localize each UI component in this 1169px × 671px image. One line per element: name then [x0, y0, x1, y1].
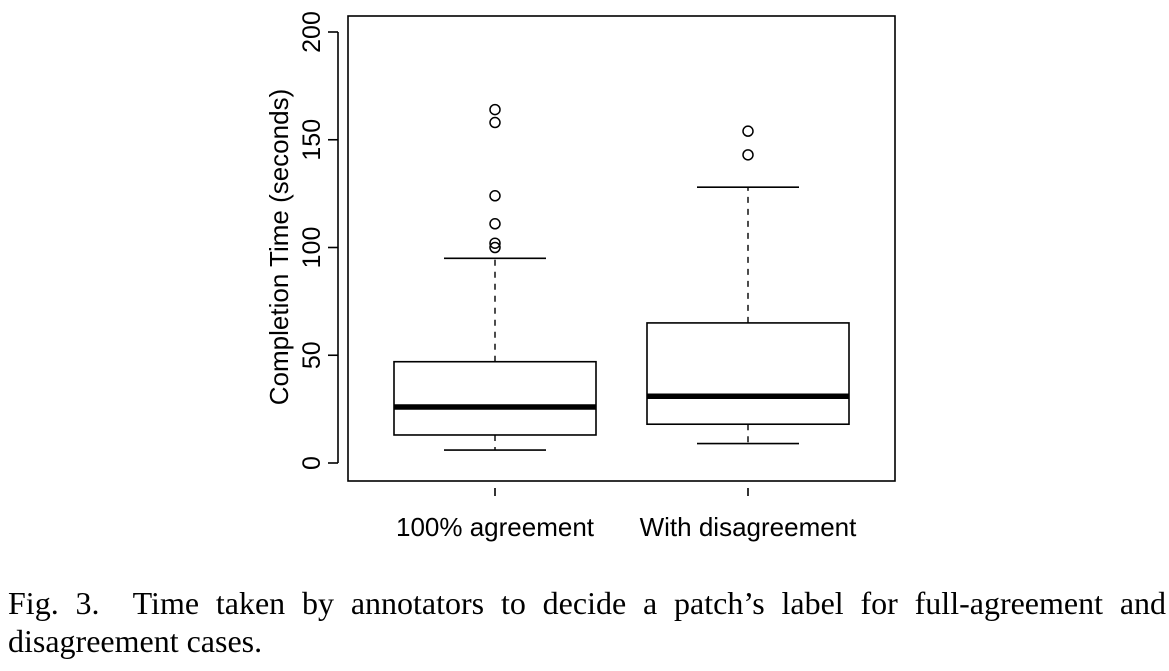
boxes: [393, 103, 850, 451]
outlier-point-0-5: [489, 103, 501, 116]
y-axis-label: Completion Time (seconds): [264, 89, 294, 405]
outlier-point-0-2: [489, 218, 501, 230]
iqr-box-1: [646, 322, 850, 426]
y-tick-label-150: 150: [298, 119, 326, 161]
x-category-label-0: 100% agreement: [396, 512, 595, 542]
outlier-point-1-0: [742, 149, 754, 161]
y-tick-label-200: 200: [298, 11, 326, 53]
outlier-point-0-0: [489, 241, 501, 254]
figure-caption: Fig. 3. Time taken by annotators to deci…: [8, 584, 1166, 660]
y-axis: 0 50 100 150 200: [298, 11, 339, 470]
caption-label: Fig. 3.: [8, 585, 100, 621]
plot-frame: [347, 15, 896, 482]
outlier-point-0-1: [489, 237, 501, 249]
box-group-1: [646, 125, 850, 445]
iqr-box-0: [393, 360, 597, 436]
outlier-point-0-3: [489, 190, 501, 202]
box-plot: 0 50 100 150 200 100% agreement With disagree…: [264, 11, 896, 542]
y-tick-label-50: 50: [298, 341, 326, 369]
x-category-label-1: With disagreement: [640, 512, 858, 542]
caption-text: Time taken by annotators to decide a pat…: [8, 585, 1167, 659]
y-tick-label-0: 0: [298, 456, 326, 470]
y-tick-label-100: 100: [298, 227, 326, 269]
box-group-0: [393, 103, 597, 451]
x-axis: 100% agreement With disagreement: [396, 488, 857, 542]
outlier-point-0-4: [489, 116, 501, 129]
plot-frame: [347, 15, 896, 482]
outlier-point-1-1: [742, 125, 754, 137]
